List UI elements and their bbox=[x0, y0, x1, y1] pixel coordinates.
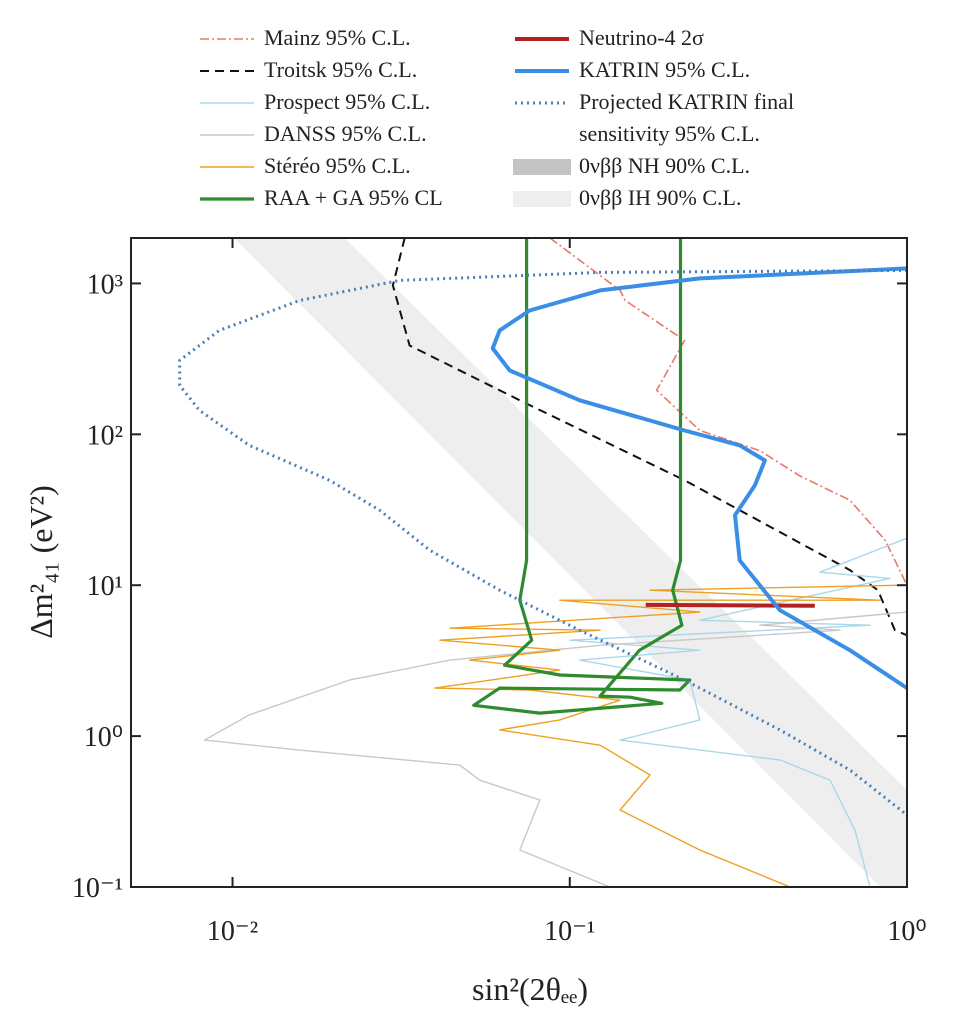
series-line bbox=[472, 238, 692, 715]
legend: Mainz 95% C.L. Troitsk 95% C.L. Prospect 9… bbox=[198, 22, 564, 214]
series-line bbox=[434, 584, 900, 887]
series-line bbox=[178, 268, 907, 817]
legend-swatch bbox=[200, 38, 254, 40]
legend-swatch bbox=[200, 134, 254, 136]
legend-item: Neutrino-4 2σ bbox=[513, 22, 879, 54]
legend-swatch bbox=[515, 101, 569, 105]
legend-swatch bbox=[515, 69, 569, 73]
legend-swatch-band bbox=[513, 159, 571, 175]
band bbox=[234, 238, 907, 887]
plot-frame bbox=[130, 237, 908, 888]
legend-item: KATRIN 95% C.L. bbox=[513, 54, 879, 86]
x-tick-label: 10⁻¹ bbox=[544, 916, 595, 947]
y-axis-label: Δm²₄₁ (eV²) bbox=[23, 485, 59, 639]
series-line bbox=[203, 611, 907, 887]
series-line bbox=[569, 537, 907, 887]
legend-swatch-band bbox=[513, 191, 571, 207]
legend-item: 0νββ NH 90% C.L. bbox=[513, 150, 879, 182]
legend-label: RAA + GA 95% CL bbox=[264, 185, 443, 210]
y-tick-label: 10⁰ bbox=[84, 722, 123, 753]
legend-label: 0νββ NH 90% C.L. bbox=[579, 153, 751, 178]
legend-label: Projected KATRIN final sensitivity 95% C… bbox=[579, 89, 795, 146]
legend-item: Prospect 95% C.L. bbox=[198, 86, 564, 118]
legend-label: Troitsk 95% C.L. bbox=[264, 57, 418, 82]
legend-swatch bbox=[200, 197, 254, 201]
legend-label: Neutrino-4 2σ bbox=[579, 25, 704, 50]
legend-item: Projected KATRIN final sensitivity 95% C… bbox=[513, 86, 879, 150]
legend-label: 0νββ IH 90% C.L. bbox=[579, 185, 742, 210]
y-tick-label: 10² bbox=[87, 420, 123, 451]
plot-area bbox=[178, 238, 907, 887]
legend-item: DANSS 95% C.L. bbox=[198, 118, 564, 150]
legend-swatch bbox=[200, 166, 254, 168]
y-tick-label: 10⁻¹ bbox=[72, 873, 123, 904]
legend-item: Troitsk 95% C.L. bbox=[198, 54, 564, 86]
legend-item: RAA + GA 95% CL bbox=[198, 182, 564, 214]
y-tick-label: 10³ bbox=[87, 269, 123, 300]
series-line bbox=[490, 266, 907, 690]
legend-swatch bbox=[200, 70, 254, 72]
legend-swatch bbox=[513, 159, 571, 175]
x-axis-label: sin²(2θₑₑ) bbox=[472, 971, 588, 1007]
legend-item: Stéréo 95% C.L. bbox=[198, 150, 564, 182]
x-tick-label: 10⁻² bbox=[207, 916, 258, 947]
legend: Neutrino-4 2σ KATRIN 95% C.L. Projected KA… bbox=[513, 22, 879, 214]
y-tick-label: 10¹ bbox=[87, 571, 123, 602]
legend-label: Prospect 95% C.L. bbox=[264, 89, 431, 114]
legend-item: 0νββ IH 90% C.L. bbox=[513, 182, 879, 214]
legend-swatch bbox=[200, 102, 254, 104]
legend-label: KATRIN 95% C.L. bbox=[579, 57, 751, 82]
legend-label: Stéréo 95% C.L. bbox=[264, 153, 411, 178]
legend-swatch bbox=[513, 191, 571, 207]
legend-swatch bbox=[515, 37, 569, 41]
legend-label: Mainz 95% C.L. bbox=[264, 25, 411, 50]
x-tick-label: 10⁰ bbox=[887, 916, 926, 947]
legend-item: Mainz 95% C.L. bbox=[198, 22, 564, 54]
series-line bbox=[645, 602, 815, 608]
legend-label: DANSS 95% C.L. bbox=[264, 121, 427, 146]
